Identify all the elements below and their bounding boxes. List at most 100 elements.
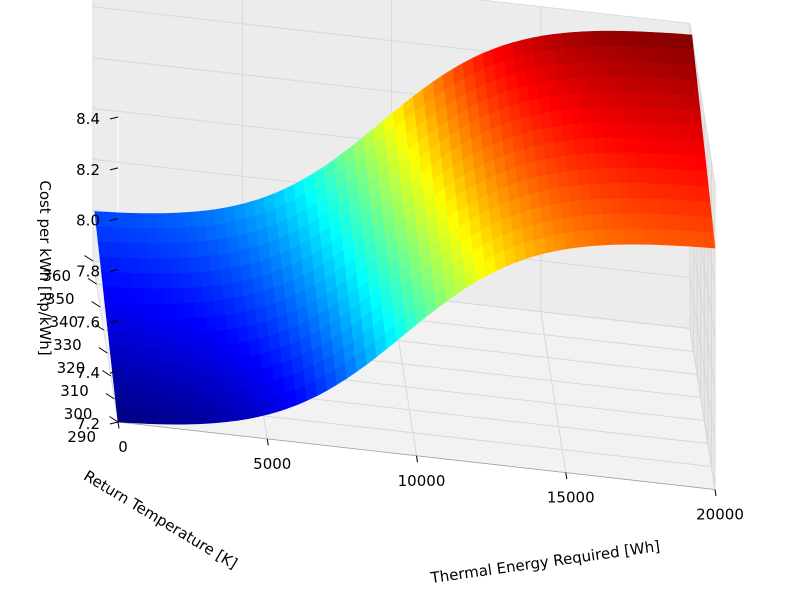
- surface-patch: [638, 183, 651, 200]
- surface-patch: [129, 257, 142, 274]
- surface-patch: [202, 285, 215, 303]
- surface-patch: [237, 326, 250, 344]
- surface-patch: [255, 305, 268, 325]
- surface-patch: [674, 154, 688, 171]
- y-tick-labels: 290 300 310 320 330 340 350 360: [42, 267, 96, 446]
- surface-patch: [591, 214, 605, 231]
- surface-patch: [525, 67, 538, 87]
- surface-patch: [555, 63, 568, 81]
- surface-patch: [200, 270, 213, 288]
- surface-patch: [570, 200, 583, 218]
- surface-patch: [678, 184, 691, 202]
- y-tick-label: 300: [64, 405, 93, 423]
- surface-patch: [557, 171, 570, 189]
- z-tick-label: 7.8: [76, 263, 100, 281]
- surface-patch: [250, 260, 263, 280]
- z-tick-mark: [109, 116, 119, 120]
- surface-patch: [233, 203, 247, 222]
- surface-patch: [595, 61, 608, 78]
- surface-patch: [585, 153, 598, 170]
- surface-patch: [693, 140, 706, 158]
- surface-patch: [686, 170, 699, 187]
- y-tick-label: 310: [60, 382, 89, 400]
- surface-patch: [197, 240, 210, 258]
- surface-patch: [528, 98, 542, 117]
- surface-patch: [538, 189, 552, 208]
- x-tick-mark: [117, 421, 120, 429]
- surface-patch: [164, 212, 177, 229]
- surface-patch: [537, 174, 550, 193]
- surface-patch: [545, 64, 558, 82]
- surface-patch: [553, 48, 567, 66]
- z-tick-mark: [109, 269, 119, 272]
- surface-patch: [228, 250, 242, 269]
- surface-patch: [157, 243, 170, 260]
- surface-patch: [210, 361, 223, 378]
- surface-patch: [202, 377, 215, 394]
- surface-patch: [543, 49, 557, 67]
- surface-patch: [542, 219, 555, 239]
- surface-patch: [251, 368, 265, 388]
- surface-patch: [553, 140, 567, 159]
- surface-patch: [538, 96, 552, 115]
- surface-patch: [242, 371, 255, 390]
- z-tick-label: 8.0: [76, 212, 100, 230]
- surface-patch: [140, 363, 154, 380]
- z-tick-mark: [109, 370, 119, 374]
- surface-patch: [593, 229, 606, 246]
- grid-z-side: [689, 226, 716, 388]
- surface-patch: [638, 92, 651, 109]
- grid-z-side: [689, 277, 716, 439]
- y-tick-mark: [94, 324, 104, 331]
- z-axis-label: Cost per kWh [Rp/kWh]: [36, 180, 54, 355]
- surface-patch: [601, 213, 615, 230]
- surface-patch: [641, 31, 654, 48]
- x-tick-mark: [714, 489, 717, 497]
- surface-patch: [185, 226, 198, 244]
- surface-patch: [533, 143, 547, 163]
- surface-patch: [562, 216, 575, 235]
- x-tick-label: 10000: [398, 472, 446, 490]
- surface-patch: [243, 200, 256, 220]
- surface-patch: [649, 198, 663, 215]
- surface-patch: [532, 222, 545, 241]
- surface-patch: [548, 187, 562, 206]
- surface-patch: [247, 323, 260, 342]
- surface-patch: [646, 77, 659, 94]
- surface-patch: [230, 265, 243, 284]
- surface-patch: [265, 396, 278, 415]
- surface-patch: [232, 280, 245, 299]
- surface-patch: [227, 328, 240, 346]
- surface-patch: [218, 252, 232, 271]
- y-tick-mark: [84, 255, 94, 262]
- surface-patch: [242, 278, 255, 297]
- surface-patch: [583, 46, 596, 63]
- surface-patch: [205, 407, 218, 424]
- surface-patch: [101, 271, 114, 288]
- surface-patch: [120, 362, 134, 379]
- surface-patch: [248, 338, 261, 357]
- surface-patch: [140, 273, 154, 290]
- z-tick-label: 7.6: [76, 313, 100, 331]
- surface-patch: [635, 152, 648, 169]
- surface-patch: [681, 33, 694, 51]
- surface-patch: [198, 347, 212, 364]
- surface-patch: [545, 157, 558, 176]
- surface-patch: [550, 110, 563, 128]
- z-tick-label: 7.2: [76, 415, 100, 433]
- surface-patch: [513, 242, 527, 263]
- surface-patch: [263, 381, 276, 400]
- surface-patch: [135, 407, 149, 424]
- surface-patch: [215, 406, 228, 423]
- surface-patch: [232, 373, 245, 391]
- surface-patch: [185, 317, 198, 334]
- surface-patch: [528, 191, 542, 211]
- surface-patch: [160, 273, 174, 290]
- surface-patch: [164, 303, 177, 320]
- surface-patch: [243, 293, 256, 312]
- surface-patch: [621, 30, 635, 48]
- surface-patch: [552, 218, 565, 236]
- surface-patch: [190, 271, 203, 289]
- surface-patch: [124, 392, 137, 409]
- surface-patch: [618, 183, 631, 199]
